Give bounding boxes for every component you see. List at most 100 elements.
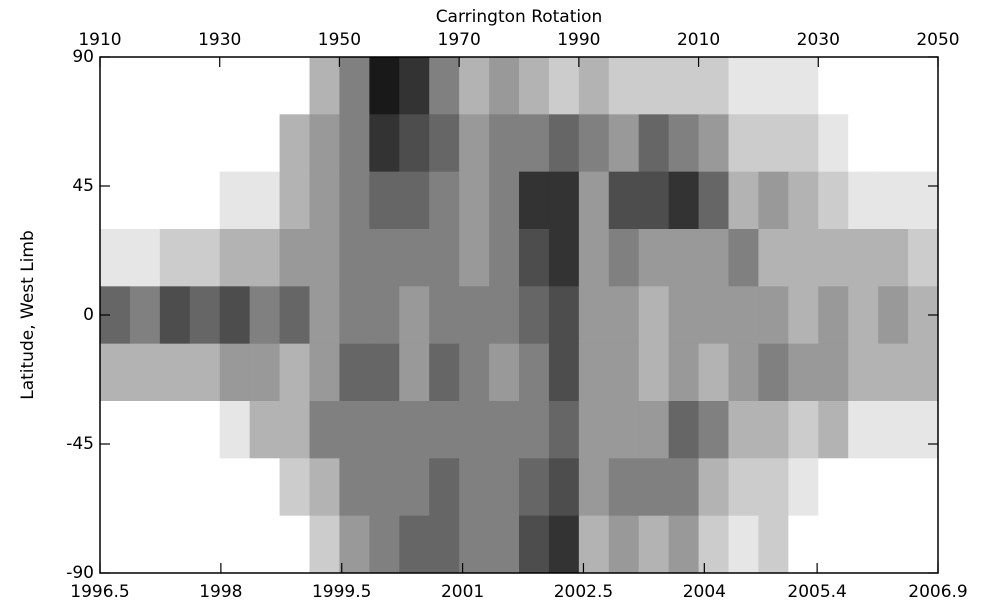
- heatmap-cell: [608, 343, 640, 402]
- heatmap-cell: [189, 229, 221, 287]
- heatmap-cell: [489, 401, 520, 459]
- heatmap-cell: [249, 114, 281, 173]
- heatmap-cell: [219, 515, 251, 574]
- heatmap-cell: [848, 515, 879, 574]
- heatmap-cell: [369, 57, 400, 115]
- y-tick-label: 45: [72, 176, 94, 196]
- heatmap-cell: [339, 343, 370, 402]
- heatmap-cell: [369, 458, 400, 517]
- heatmap-cell: [429, 515, 460, 574]
- heatmap: [100, 57, 939, 574]
- heatmap-cell: [369, 343, 400, 402]
- heatmap-cell: [878, 114, 909, 173]
- heatmap-cell: [159, 458, 191, 517]
- heatmap-cell: [249, 286, 281, 345]
- heatmap-cell: [399, 343, 430, 402]
- heatmap-cell: [429, 286, 460, 345]
- heatmap-cell: [459, 57, 490, 115]
- heatmap-cell: [309, 229, 340, 287]
- heatmap-cell: [369, 515, 400, 574]
- heatmap-cell: [129, 114, 161, 173]
- heatmap-cell: [848, 343, 879, 402]
- heatmap-cell: [668, 286, 700, 345]
- heatmap-cell: [668, 171, 700, 230]
- heatmap-cell: [788, 171, 819, 230]
- heatmap-cell: [698, 171, 729, 230]
- heatmap-cell: [668, 229, 700, 287]
- heatmap-cell: [638, 458, 670, 517]
- heatmap-cell: [339, 515, 370, 574]
- top-axis-title: Carrington Rotation: [436, 7, 603, 27]
- y-tick-label: -45: [66, 434, 94, 454]
- heatmap-cell: [489, 229, 520, 287]
- heatmap-cell: [129, 286, 161, 345]
- heatmap-cell: [309, 401, 340, 459]
- heatmap-cell: [638, 229, 670, 287]
- heatmap-cell: [159, 343, 191, 402]
- heatmap-cell: [249, 171, 281, 230]
- heatmap-cell: [129, 515, 161, 574]
- heatmap-cell: [578, 286, 610, 345]
- heatmap-cell: [189, 114, 221, 173]
- heatmap-cell: [279, 458, 310, 517]
- heatmap-cell: [279, 401, 310, 459]
- heatmap-cell: [189, 401, 221, 459]
- heatmap-cell: [100, 114, 131, 173]
- heatmap-cell: [788, 57, 819, 115]
- heatmap-cell: [129, 229, 161, 287]
- heatmap-cell: [608, 515, 640, 574]
- heatmap-cell: [548, 114, 580, 173]
- heatmap-cell: [608, 171, 640, 230]
- heatmap-cell: [399, 515, 430, 574]
- heatmap-cell: [249, 458, 281, 517]
- heatmap-cell: [908, 229, 939, 287]
- heatmap-cell: [548, 229, 580, 287]
- heatmap-cell: [519, 114, 550, 173]
- heatmap-cell: [399, 114, 430, 173]
- heatmap-cell: [788, 458, 819, 517]
- heatmap-cell: [159, 114, 191, 173]
- heatmap-cell: [339, 114, 370, 173]
- heatmap-cell: [339, 229, 370, 287]
- heatmap-cell: [459, 515, 490, 574]
- heatmap-cell: [578, 343, 610, 402]
- heatmap-cell: [878, 458, 909, 517]
- heatmap-cell: [159, 286, 191, 345]
- heatmap-cell: [429, 114, 460, 173]
- heatmap-cell: [339, 57, 370, 115]
- heatmap-cell: [878, 401, 909, 459]
- heatmap-cell: [698, 343, 729, 402]
- x2-tick-label: 2050: [916, 30, 959, 50]
- heatmap-cell: [159, 57, 191, 115]
- heatmap-cell: [399, 401, 430, 459]
- heatmap-cell: [548, 57, 580, 115]
- x-tick-label: 1999.5: [312, 582, 371, 602]
- heatmap-cell: [489, 114, 520, 173]
- heatmap-cell: [578, 401, 610, 459]
- x2-tick-label: 1990: [557, 30, 600, 50]
- heatmap-cell: [758, 286, 789, 345]
- x-tick-label: 2005.4: [787, 582, 846, 602]
- heatmap-cell: [728, 343, 759, 402]
- heatmap-cell: [369, 229, 400, 287]
- heatmap-cell: [698, 57, 729, 115]
- heatmap-cell: [189, 343, 221, 402]
- heatmap-cell: [668, 57, 700, 115]
- heatmap-cell: [818, 343, 849, 402]
- heatmap-cell: [519, 286, 550, 345]
- heatmap-cell: [908, 458, 939, 517]
- heatmap-cell: [788, 229, 819, 287]
- heatmap-cell: [399, 57, 430, 115]
- heatmap-cell: [369, 401, 400, 459]
- heatmap-cell: [519, 57, 550, 115]
- heatmap-cell: [728, 515, 759, 574]
- heatmap-cell: [848, 286, 879, 345]
- heatmap-cell: [548, 171, 580, 230]
- heatmap-cell: [219, 229, 251, 287]
- heatmap-cell: [908, 515, 939, 574]
- heatmap-cell: [399, 286, 430, 345]
- y-tick-label: 0: [83, 305, 94, 325]
- heatmap-cell: [129, 343, 161, 402]
- heatmap-cell: [908, 171, 939, 230]
- heatmap-cell: [698, 286, 729, 345]
